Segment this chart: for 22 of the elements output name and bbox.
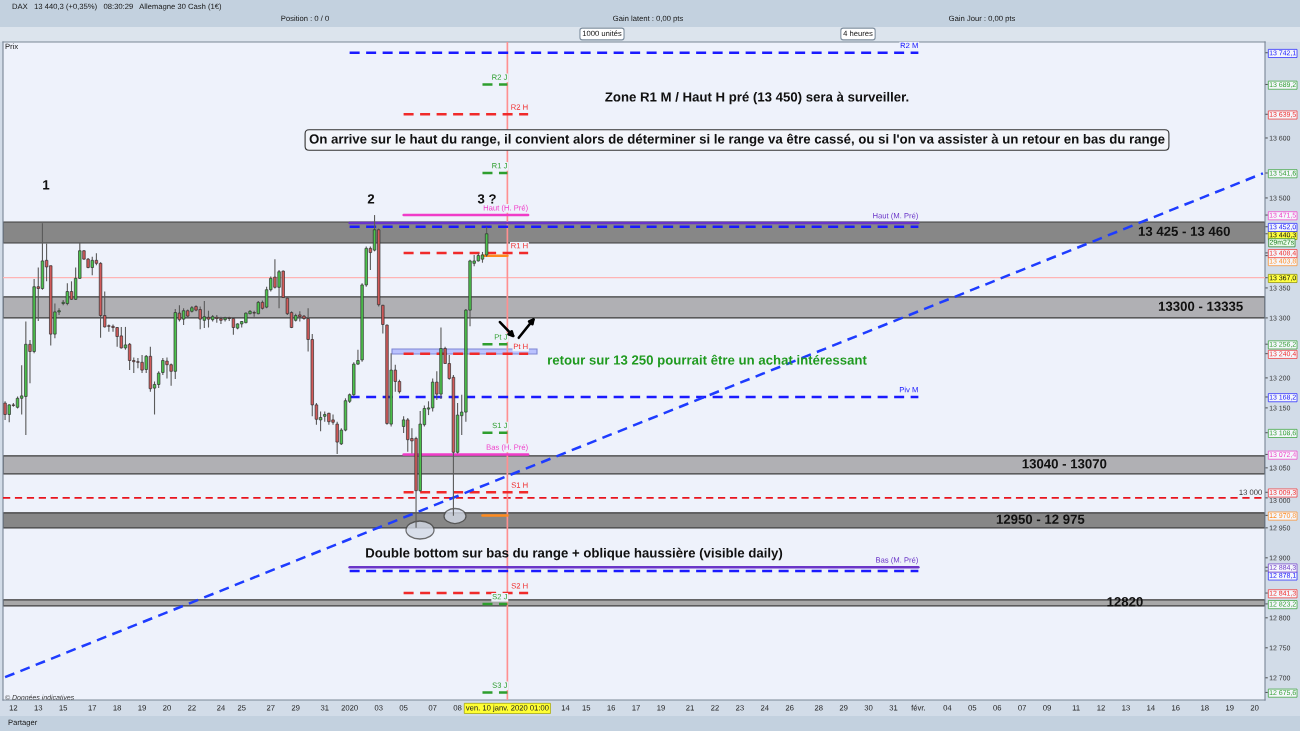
candlestick bbox=[273, 258, 277, 290]
annotation: 3 ? bbox=[477, 194, 496, 204]
band-label: 12950 - 12 975 bbox=[996, 514, 1085, 524]
candlestick bbox=[90, 256, 94, 276]
annotation: retour sur 13 250 pourrait être un achat intéressant bbox=[548, 354, 867, 368]
candlestick bbox=[111, 323, 115, 333]
band-label: 13 425 - 13 460 bbox=[1138, 226, 1230, 236]
band-label: 13300 - 13335 bbox=[1158, 301, 1243, 311]
annotation: On arrive sur le haut du range, il convient alors de déterminer si le range va être cassé, ou si l'on va assister à un retour en bas du range bbox=[309, 133, 1165, 147]
annotation: Zone R1 M / Haut H pré (13 450) sera à surveiller. bbox=[605, 91, 909, 105]
candlestick bbox=[406, 417, 410, 453]
candlestick bbox=[3, 400, 7, 421]
candlestick bbox=[140, 354, 144, 374]
annotation: Double bottom sur bas du range + oblique haussière (visible daily) bbox=[366, 547, 783, 561]
annotation: 2 bbox=[367, 194, 375, 204]
candlestick bbox=[165, 356, 169, 380]
candlestick bbox=[136, 357, 140, 369]
band-label: 12820 bbox=[1107, 597, 1143, 607]
candlestick bbox=[119, 326, 123, 350]
band-label: 13040 - 13070 bbox=[1022, 459, 1107, 469]
annotation: 1 bbox=[43, 180, 50, 190]
candlestick bbox=[127, 342, 132, 371]
